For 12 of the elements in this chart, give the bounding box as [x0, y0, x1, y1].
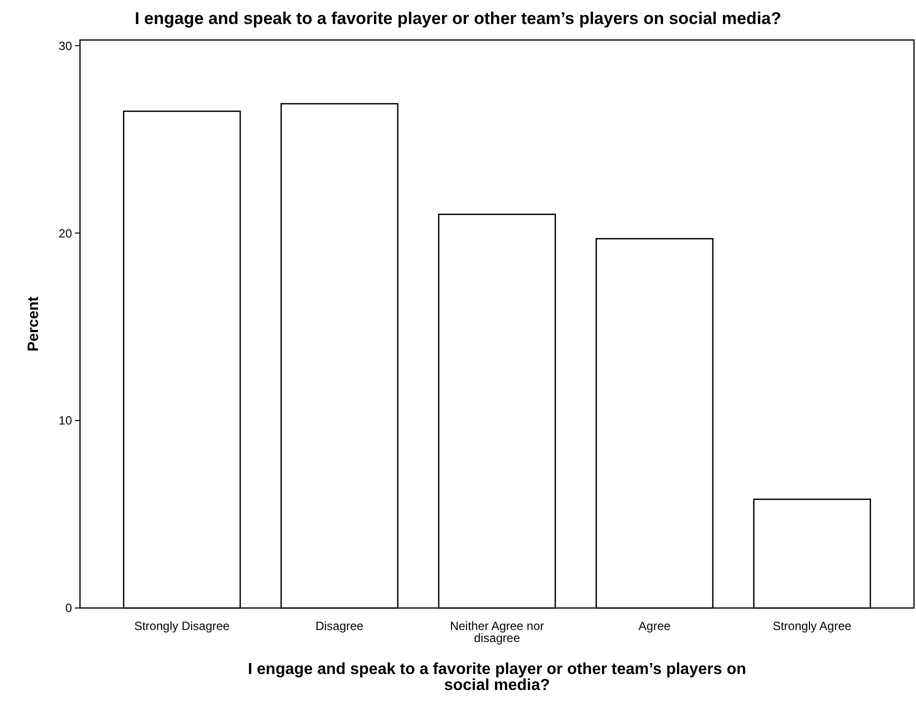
- y-tick-label: 10: [58, 414, 72, 428]
- y-tick-label: 20: [58, 226, 72, 240]
- y-axis-title: Percent: [25, 296, 42, 352]
- chart-title: I engage and speak to a favorite player or other team’s players on social media?: [134, 9, 782, 28]
- y-tick-label: 0: [65, 601, 72, 616]
- x-tick-label: Strongly Disagree: [134, 619, 230, 633]
- x-tick-label: Agree: [638, 619, 671, 633]
- x-tick-label: Strongly Agree: [772, 619, 852, 633]
- x-axis-title: I engage and speak to a favorite player or other team’s players on social media?: [248, 661, 746, 694]
- x-tick-label: Neither Agree nor disagree: [450, 619, 544, 645]
- y-tick-label: 30: [58, 38, 72, 53]
- x-tick-label: Disagree: [315, 619, 364, 633]
